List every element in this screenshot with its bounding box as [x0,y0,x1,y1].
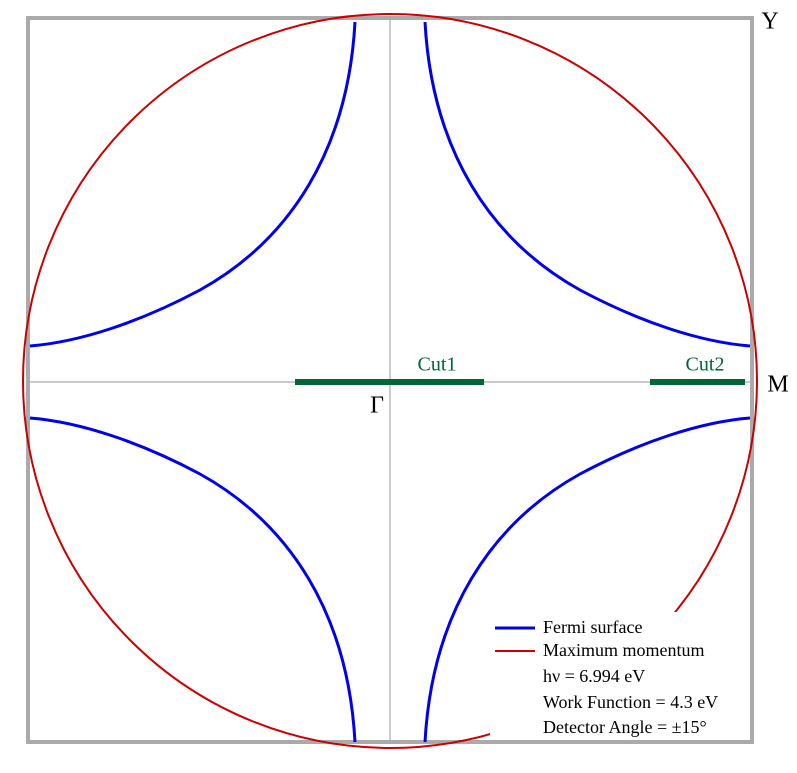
fermi-curve [29,21,357,348]
annotation: Detector Angle = ±15° [543,717,707,737]
gamma-label: Γ [370,393,384,419]
y-label: Y [761,9,778,35]
cut-label: Cut1 [418,354,457,376]
annotation: Work Function = 4.3 eV [543,692,718,712]
fermi-curve [423,21,751,348]
annotation: hν = 6.994 eV [543,666,645,686]
max-momentum-circle [22,13,758,749]
fermi-curve [29,416,357,743]
legend: Fermi surface Maximum momentum hν = 6.99… [490,612,748,740]
fermi-surface [29,21,751,743]
m-label: M [767,372,788,398]
fermi-curve [423,416,751,743]
legend-background [490,612,748,740]
legend-label: Fermi surface [543,617,642,637]
legend-label: Maximum momentum [543,640,705,660]
cut-label: Cut2 [686,354,725,376]
